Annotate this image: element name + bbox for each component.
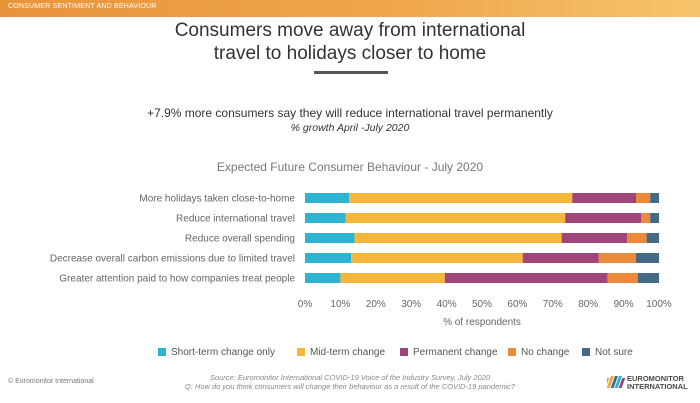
bar-segment	[305, 253, 352, 263]
source-line-2: Q: How do you think consumers will chang…	[184, 382, 516, 391]
bar-segment	[305, 213, 346, 223]
bar-segment	[305, 273, 341, 283]
title-underline	[314, 71, 388, 74]
bar-segment	[340, 273, 445, 283]
euromonitor-logo: EUROMONITOR INTERNATIONAL	[607, 373, 695, 393]
page-title-line-2: travel to holidays closer to home	[213, 43, 487, 64]
legend-swatch	[582, 348, 590, 356]
logo-text: EUROMONITOR INTERNATIONAL	[627, 375, 688, 391]
x-tick-label: 80%	[578, 299, 598, 310]
category-label: Reduce overall spending	[185, 234, 295, 245]
page-title-line-1: Consumers move away from international	[174, 20, 526, 41]
chart-title: Expected Future Consumer Behaviour - Jul…	[216, 160, 484, 174]
bar-segment	[345, 213, 566, 223]
section-label: CONSUMER SENTIMENT AND BEHAVIOUR	[8, 3, 157, 10]
subtitle-note: % growth April -July 2020	[290, 122, 410, 134]
legend-label: Short-term change only	[171, 347, 275, 358]
x-tick-label: 30%	[401, 299, 421, 310]
x-tick-label: 90%	[614, 299, 634, 310]
logo-text-line-1: EUROMONITOR	[627, 374, 684, 383]
legend-swatch	[158, 348, 166, 356]
bar-segment	[641, 213, 651, 223]
source-note: Source: Euromonitor International COVID-…	[0, 373, 700, 391]
source-line-1: Source: Euromonitor International COVID-…	[209, 373, 491, 382]
subtitle: +7.9% more consumers say they will reduc…	[147, 106, 553, 120]
legend-swatch	[508, 348, 516, 356]
legend-label: Permanent change	[413, 347, 498, 358]
legend-label: Mid-term change	[310, 347, 386, 358]
logo-mark-icon	[607, 376, 625, 388]
page-title: Consumers move away from international t…	[0, 19, 700, 65]
legend-swatch	[400, 348, 408, 356]
x-axis-label: % of respondents	[443, 317, 521, 328]
legend-item: Short-term change only	[158, 347, 275, 358]
x-tick-label: 100%	[646, 299, 672, 310]
x-tick-label: 10%	[330, 299, 350, 310]
legend-item: Mid-term change	[297, 347, 385, 358]
bar-segment	[637, 273, 659, 283]
legend-label: Not sure	[595, 347, 633, 358]
bar-segment	[650, 193, 659, 203]
bar-segment	[627, 233, 647, 243]
x-tick-label: 0%	[298, 299, 313, 310]
x-tick-label: 60%	[507, 299, 527, 310]
x-tick-label: 40%	[437, 299, 457, 310]
bar-segment	[354, 233, 562, 243]
bar-segment	[565, 213, 642, 223]
bar-segment	[635, 253, 659, 263]
x-tick-label: 50%	[472, 299, 492, 310]
bar-segment	[635, 193, 651, 203]
bar-segment	[598, 253, 636, 263]
category-label: Reduce international travel	[176, 214, 295, 225]
bar-segment	[444, 273, 608, 283]
legend-item: Not sure	[582, 347, 633, 358]
legend-item: Permanent change	[400, 347, 498, 358]
bar-segment	[561, 233, 628, 243]
bar-segment	[349, 193, 573, 203]
x-tick-label: 70%	[543, 299, 563, 310]
logo-text-line-2: INTERNATIONAL	[627, 382, 688, 391]
bar-segment	[607, 273, 638, 283]
x-tick-label: 20%	[366, 299, 386, 310]
legend-label: No change	[521, 347, 570, 358]
bar-segment	[305, 193, 350, 203]
bar-segment	[650, 213, 659, 223]
legend-item: No change	[508, 347, 569, 358]
section-header-bar: CONSUMER SENTIMENT AND BEHAVIOUR	[0, 0, 700, 17]
category-label: Greater attention paid to how companies …	[59, 274, 295, 285]
bar-segment	[522, 253, 599, 263]
legend-swatch	[297, 348, 305, 356]
copyright: © Euromonitor International	[8, 378, 94, 385]
bar-segment	[351, 253, 523, 263]
category-label: More holidays taken close-to-home	[139, 194, 295, 205]
bar-segment	[646, 233, 659, 243]
bar-segment	[572, 193, 636, 203]
category-label: Decrease overall carbon emissions due to…	[50, 254, 295, 265]
bar-segment	[305, 233, 355, 243]
